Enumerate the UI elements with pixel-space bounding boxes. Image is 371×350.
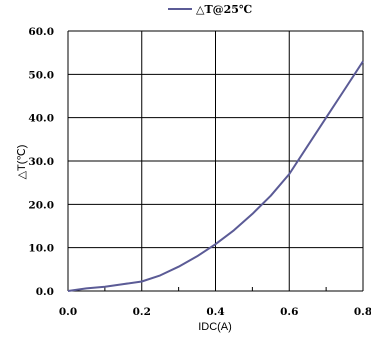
y-tick-labels: 0.0 10.0 20.0 30.0 40.0 50.0 60.0 (28, 26, 54, 298)
x-axis-label: IDC(A) (198, 321, 232, 333)
y-tick-label: 30.0 (28, 156, 54, 168)
y-tick-label: 0.0 (36, 286, 54, 298)
y-axis-label: △T(℃) (16, 145, 28, 180)
x-tick-label: 0.6 (280, 306, 298, 318)
x-tick-label: 0.4 (206, 306, 224, 318)
grid (67, 30, 364, 292)
x-tick-label: 0.2 (133, 306, 151, 318)
legend-label: △T@25℃ (196, 3, 252, 16)
x-tick-labels: 0.0 0.2 0.4 0.6 0.8 (59, 306, 371, 318)
y-tick-label: 10.0 (28, 243, 54, 255)
y-tick-label: 50.0 (28, 69, 54, 81)
x-tick-label: 0.8 (354, 306, 371, 318)
y-tick-label: 60.0 (28, 26, 54, 38)
y-tick-label: 40.0 (28, 113, 54, 125)
series-layer (67, 60, 364, 292)
x-tick-label: 0.0 (59, 306, 77, 318)
y-tick-label: 20.0 (28, 199, 54, 211)
series-line (67, 60, 364, 292)
legend: △T@25℃ (168, 3, 252, 16)
